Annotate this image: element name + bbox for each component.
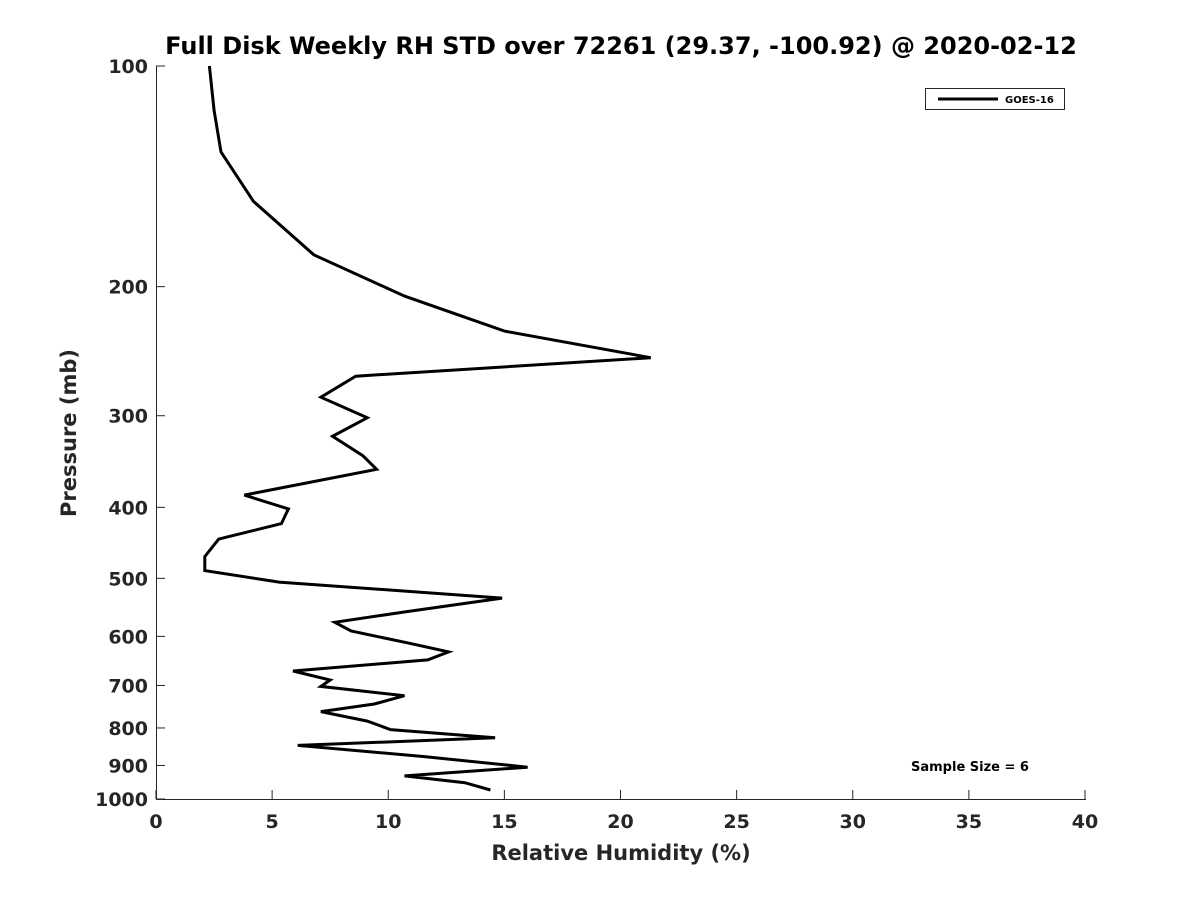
x-tick-label: 10 xyxy=(375,811,401,833)
y-tick-label: 600 xyxy=(108,626,148,648)
legend-label: GOES-16 xyxy=(1005,95,1054,106)
x-tick-label: 30 xyxy=(840,811,866,833)
y-axis-label: Pressure (mb) xyxy=(57,349,81,517)
sample-size-annotation: Sample Size = 6 xyxy=(911,760,1029,775)
legend: GOES-16 xyxy=(925,88,1065,110)
plot-area xyxy=(156,66,1086,800)
y-tick-label: 500 xyxy=(108,568,148,590)
x-tick-label: 40 xyxy=(1072,811,1098,833)
y-tick-label: 700 xyxy=(108,675,148,697)
y-tick-label: 900 xyxy=(108,755,148,777)
y-tick-label: 100 xyxy=(108,56,148,78)
chart-title: Full Disk Weekly RH STD over 72261 (29.3… xyxy=(165,32,1077,60)
x-tick-label: 25 xyxy=(723,811,749,833)
x-axis-label: Relative Humidity (%) xyxy=(491,841,750,865)
x-tick-label: 0 xyxy=(149,811,162,833)
y-tick-label: 300 xyxy=(108,406,148,428)
y-tick-label: 200 xyxy=(108,277,148,299)
x-tick-label: 5 xyxy=(266,811,279,833)
y-tick-label: 800 xyxy=(108,718,148,740)
y-ticks: 100 200 300 400 500 600 700 800 900 1000 xyxy=(95,56,165,811)
y-tick-label: 1000 xyxy=(95,789,148,811)
x-tick-label: 20 xyxy=(607,811,633,833)
series-goes-16-line xyxy=(203,65,651,792)
x-tick-label: 15 xyxy=(491,811,517,833)
y-tick-label: 400 xyxy=(108,497,148,519)
x-tick-label: 35 xyxy=(956,811,982,833)
x-ticks: 0 5 10 15 20 25 30 35 40 xyxy=(149,790,1098,833)
